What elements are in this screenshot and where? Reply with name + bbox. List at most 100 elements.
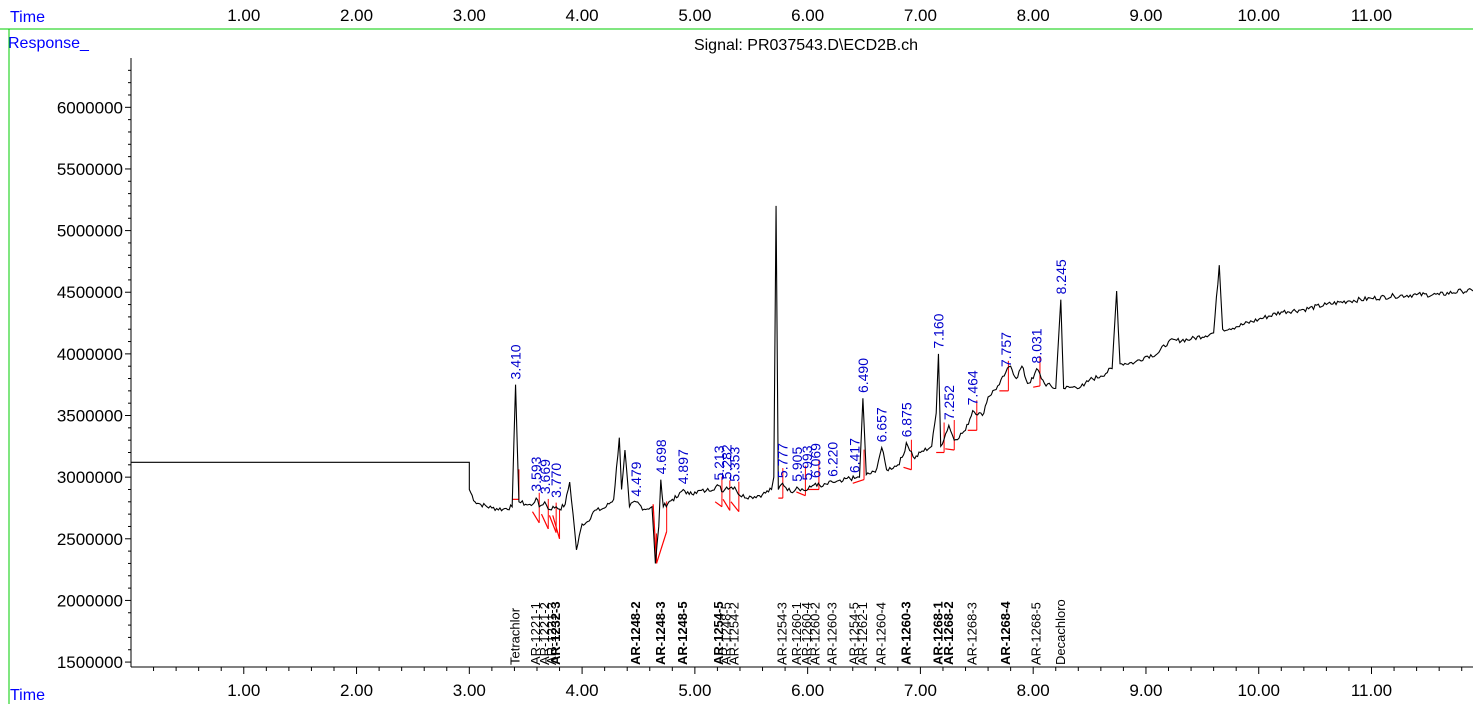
compound-label: AR-1221-2: [537, 602, 552, 665]
retention-time-label: 5.905: [789, 447, 805, 482]
top-x-tick-label: 1.00: [227, 6, 260, 25]
top-x-tick-label: 8.00: [1017, 6, 1050, 25]
retention-time-label: 8.245: [1053, 259, 1069, 294]
x-axis-ticks: 1.00 2.00 3.00 4.00 5.00 6.00 7.00 8.00 9.00 10.0…: [153, 667, 1463, 700]
retention-time-label: 6.069: [807, 443, 823, 478]
retention-time-label: 3.669: [537, 459, 553, 494]
retention-time-label: 5.353: [727, 447, 743, 482]
integration-baseline: [531, 511, 540, 524]
y-tick-label: 2500000: [57, 530, 123, 549]
retention-time-label: 4.698: [653, 439, 669, 474]
x-tick-label: 8.00: [1017, 681, 1050, 700]
compound-label: AR-1248-3: [653, 601, 668, 665]
retention-time-label: 3.770: [548, 463, 564, 498]
integration-baseline: [945, 448, 955, 451]
top-x-tick-label: 5.00: [678, 6, 711, 25]
retention-time-label: 5.213: [711, 445, 727, 480]
compound-label: Decachloro: [1053, 599, 1068, 665]
y-tick-label: 4000000: [57, 345, 123, 364]
integration-baseline: [852, 479, 865, 484]
top-x-tick-label: 2.00: [340, 6, 373, 25]
top-x-tick-label: 10.00: [1237, 6, 1280, 25]
y-tick-label: 2000000: [57, 591, 123, 610]
retention-time-label: 5.993: [799, 445, 815, 480]
integration-baseline: [655, 531, 668, 564]
x-tick-label: 10.00: [1237, 681, 1280, 700]
y-tick-label: 5000000: [57, 222, 123, 241]
retention-time-label: 3.410: [508, 344, 524, 379]
integration-baseline: [903, 466, 912, 471]
top-x-tick-label: 4.00: [566, 6, 599, 25]
integration-baseline: [540, 513, 549, 530]
x-tick-label: 1.00: [227, 681, 260, 700]
compound-label: AR-1254-5: [847, 602, 862, 665]
compound-label: AR-1268-2: [941, 601, 956, 665]
y-tick-label: 4500000: [57, 283, 123, 302]
top-x-tick-label: 11.00: [1351, 6, 1392, 25]
compound-label: AR-1260-3: [824, 602, 839, 665]
x-tick-label: 2.00: [340, 681, 373, 700]
bottom-time-label: Time: [10, 687, 45, 704]
compound-label: AR-1260-3: [898, 601, 913, 665]
retention-time-label: 7.757: [998, 332, 1014, 367]
top-x-tick-label: 6.00: [791, 6, 824, 25]
retention-time-label: 6.490: [855, 358, 871, 393]
x-tick-label: 3.00: [453, 681, 486, 700]
compound-labels: Tetrachlor AR-1221-1AR-1221-2AR-1221-3AR-…: [508, 599, 1068, 665]
integration-baseline: [552, 515, 561, 539]
top-axis-ticks: 1.00 2.00 3.00 4.00 5.00 6.00 7.00 8.00 9.00 10.0…: [227, 6, 1392, 25]
x-tick-label: 11.00: [1351, 681, 1392, 700]
compound-label: AR-1260-1: [789, 602, 804, 665]
compound-label: AR-1248-5: [675, 601, 690, 665]
integration-baseline: [730, 501, 740, 513]
retention-time-label: 7.160: [930, 313, 946, 348]
compound-label: AR-1262-1: [855, 602, 870, 665]
x-tick-label: 6.00: [791, 681, 824, 700]
compound-label: AR-1260-2: [807, 602, 822, 665]
compound-label: AR-1248-5: [719, 602, 734, 665]
top-x-tick-label: 7.00: [904, 6, 937, 25]
x-tick-label: 4.00: [566, 681, 599, 700]
retention-time-label: 7.252: [941, 385, 957, 420]
retention-time-label: 3.593: [528, 456, 544, 491]
integration-baseline: [796, 491, 806, 497]
compound-label: AR-1254-2: [727, 602, 742, 665]
retention-time-label: 6.417: [847, 438, 863, 473]
top-x-tick-label: 9.00: [1129, 6, 1162, 25]
compound-label: Tetrachlor: [508, 607, 523, 665]
retention-time-label: 5.282: [719, 444, 735, 479]
y-tick-label: 1500000: [57, 653, 123, 672]
y-tick-label: 3000000: [57, 468, 123, 487]
retention-time-label: 6.657: [874, 407, 890, 442]
retention-time-label: 4.897: [675, 449, 691, 484]
x-tick-label: 7.00: [904, 681, 937, 700]
compound-label: AR-1254-5: [711, 601, 726, 665]
retention-time-label: 4.479: [628, 461, 644, 496]
retention-time-label: 8.031: [1029, 328, 1045, 363]
integration-baseline: [714, 501, 723, 508]
integration-baseline: [548, 515, 557, 533]
retention-time-label: 6.220: [824, 442, 840, 477]
x-tick-label: 5.00: [678, 681, 711, 700]
integration-baseline: [1033, 385, 1041, 388]
response-label: Response_: [8, 35, 90, 52]
compound-label: AR-1232-3: [548, 601, 563, 665]
retention-time-label: 7.464: [965, 370, 981, 405]
signal-trace: [131, 205, 1473, 564]
top-x-tick-label: 3.00: [453, 6, 486, 25]
retention-time-label: 6.875: [898, 402, 914, 437]
y-tick-label: 6000000: [57, 98, 123, 117]
compound-label: AR-1268-4: [998, 601, 1013, 665]
signal-title: Signal: PR037543.D\ECD2B.ch: [694, 37, 918, 54]
top-time-label: Time: [10, 9, 45, 26]
compound-label: AR-1254-3: [774, 602, 789, 665]
compound-label: AR-1260-4: [874, 602, 889, 665]
x-tick-label: 9.00: [1129, 681, 1162, 700]
compound-label: AR-1248-2: [628, 601, 643, 665]
compound-label: AR-1268-3: [965, 602, 980, 665]
compound-label: AR-1221-1: [528, 602, 543, 665]
integration-baseline: [722, 499, 731, 511]
compound-label: AR-1221-3: [544, 602, 559, 665]
